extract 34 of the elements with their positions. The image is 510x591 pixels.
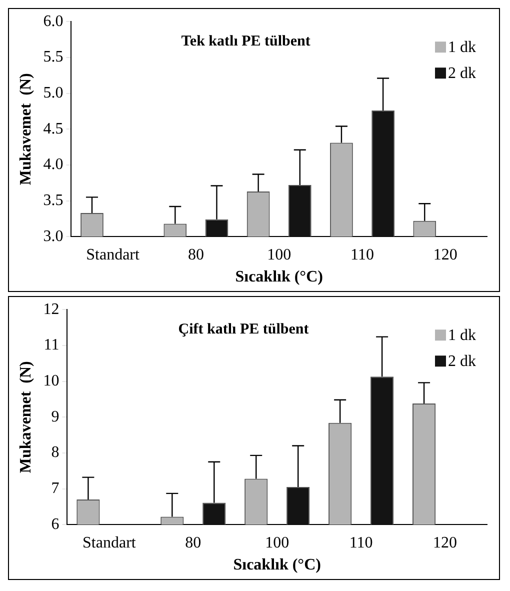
y-tick-label: 6 [51,516,60,533]
y-tick-label: 11 [44,336,60,354]
x-tick-label: 80 [185,534,202,552]
y-tick-label: 3.0 [43,228,64,245]
x-axis-title: Sıcaklık (°C) [235,268,323,286]
y-axis-title: Mukavemet (N) [18,361,35,474]
x-tick-label: Standart [82,534,136,552]
y-axis-title: Mukavemet (N) [18,73,35,186]
x-tick-label: Standart [86,246,140,264]
x-axis-title: Sıcaklık (°C) [233,556,321,574]
y-tick-label: 12 [43,300,60,318]
x-tick-label: 110 [349,534,373,552]
y-tick-label: 6.0 [43,12,64,30]
y-tick-label: 4.0 [43,156,64,174]
legend-label: 1 dk [448,38,476,56]
x-tick-label: 100 [267,246,292,264]
y-tick-label: 8 [51,444,60,462]
x-tick-label: 100 [265,534,290,552]
legend-label: 2 dk [448,352,476,370]
y-tick-label: 7 [51,480,60,497]
legend-label: 1 dk [448,326,476,344]
y-tick-label: 5.5 [43,48,64,66]
y-tick-label: 3.5 [43,192,64,209]
text: Çift katlı PE tülbent [178,321,309,338]
y-tick-label: 10 [43,372,60,390]
legend-label: 2 dk [448,64,476,82]
y-tick-label: 9 [51,408,60,426]
y-tick-label: 5.0 [43,84,64,102]
text: Tek katlı PE tülbent [181,33,310,50]
y-tick-label: 4.5 [43,120,64,138]
x-tick-label: 120 [433,246,458,264]
x-tick-label: 110 [350,246,374,264]
x-tick-label: 80 [188,246,204,264]
x-tick-label: 120 [433,534,458,552]
